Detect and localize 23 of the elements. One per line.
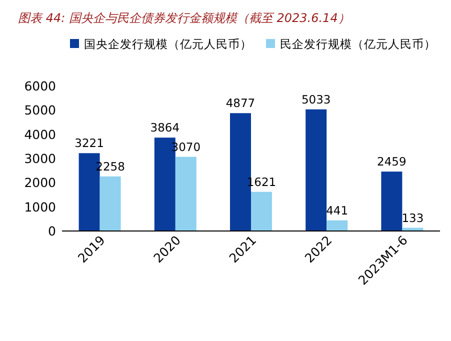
y-tick-label: 5000 [24,102,56,118]
bar [306,109,327,231]
data-label: 3221 [74,136,104,150]
chart-title: 图表 44: 国央企与民企债券发行金额规模（截至 2023.6.14） [18,11,350,25]
y-tick-label: 0 [48,224,56,238]
data-label: 3864 [150,120,180,135]
data-label: 133 [402,210,424,225]
bar [381,172,402,231]
data-label: 4877 [226,96,256,110]
data-label: 2459 [377,154,406,169]
legend-item: 国央企发行规模（亿元人民币） [70,37,252,51]
y-tick-label: 4000 [24,126,56,142]
y-tick-label: 3000 [24,151,56,166]
y-tick-label: 1000 [24,199,56,214]
bar [326,220,348,231]
data-label: 441 [326,203,348,218]
y-tick-label: 2000 [24,175,56,190]
bar [251,192,272,231]
legend-item: 民企发行规模（亿元人民币） [266,37,436,51]
data-label: 5033 [301,92,331,106]
bar [100,176,121,231]
bar [175,156,196,231]
y-tick-label: 6000 [24,78,56,94]
